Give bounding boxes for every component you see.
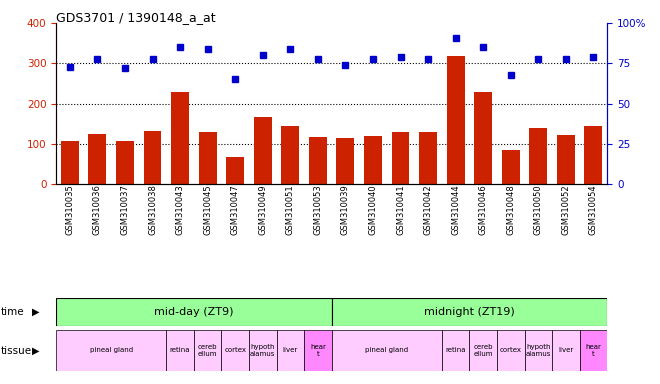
Bar bbox=[304, 330, 331, 371]
Bar bbox=[337, 138, 354, 184]
Text: midnight (ZT19): midnight (ZT19) bbox=[424, 307, 515, 317]
Text: hypoth
alamus: hypoth alamus bbox=[250, 344, 275, 357]
Text: GSM310035: GSM310035 bbox=[65, 184, 75, 235]
Text: GSM310037: GSM310037 bbox=[121, 184, 129, 235]
Text: GSM310053: GSM310053 bbox=[314, 184, 322, 235]
Text: liver: liver bbox=[558, 348, 574, 353]
Text: GSM310043: GSM310043 bbox=[176, 184, 185, 235]
Text: cortex: cortex bbox=[500, 348, 522, 353]
Text: GSM310038: GSM310038 bbox=[148, 184, 157, 235]
Bar bbox=[364, 136, 382, 184]
Text: GSM310049: GSM310049 bbox=[258, 184, 267, 235]
Bar bbox=[277, 330, 304, 371]
Bar bbox=[475, 93, 492, 184]
Bar bbox=[529, 128, 547, 184]
Bar bbox=[281, 126, 299, 184]
Bar bbox=[194, 330, 221, 371]
Bar bbox=[144, 131, 162, 184]
Bar bbox=[579, 330, 607, 371]
Bar bbox=[56, 330, 166, 371]
Text: cortex: cortex bbox=[224, 348, 246, 353]
Bar bbox=[391, 132, 409, 184]
Bar bbox=[552, 330, 579, 371]
Bar bbox=[469, 330, 497, 371]
Text: GSM310036: GSM310036 bbox=[93, 184, 102, 235]
Bar bbox=[61, 141, 79, 184]
Bar bbox=[525, 330, 552, 371]
Text: GSM310039: GSM310039 bbox=[341, 184, 350, 235]
Bar bbox=[166, 330, 194, 371]
Text: GSM310041: GSM310041 bbox=[396, 184, 405, 235]
Text: GSM310050: GSM310050 bbox=[534, 184, 543, 235]
Text: GSM310054: GSM310054 bbox=[589, 184, 598, 235]
Bar bbox=[56, 298, 331, 326]
Text: GSM310051: GSM310051 bbox=[286, 184, 295, 235]
Bar bbox=[442, 330, 469, 371]
Text: GSM310045: GSM310045 bbox=[203, 184, 212, 235]
Bar bbox=[497, 330, 525, 371]
Text: time: time bbox=[1, 307, 24, 317]
Bar bbox=[331, 330, 442, 371]
Bar bbox=[419, 132, 437, 184]
Bar bbox=[331, 298, 607, 326]
Bar bbox=[171, 92, 189, 184]
Text: GSM310046: GSM310046 bbox=[478, 184, 488, 235]
Bar bbox=[199, 132, 216, 184]
Bar bbox=[557, 135, 575, 184]
Bar bbox=[254, 117, 272, 184]
Text: hear
t: hear t bbox=[585, 344, 601, 357]
Text: GSM310042: GSM310042 bbox=[424, 184, 432, 235]
Text: retina: retina bbox=[170, 348, 190, 353]
Text: tissue: tissue bbox=[1, 346, 32, 356]
Text: ▶: ▶ bbox=[32, 346, 39, 356]
Bar bbox=[309, 137, 327, 184]
Text: hear
t: hear t bbox=[310, 344, 326, 357]
Text: GSM310040: GSM310040 bbox=[368, 184, 378, 235]
Text: GSM310048: GSM310048 bbox=[506, 184, 515, 235]
Text: GSM310052: GSM310052 bbox=[562, 184, 570, 235]
Text: GSM310047: GSM310047 bbox=[231, 184, 240, 235]
Bar bbox=[447, 56, 465, 184]
Bar bbox=[249, 330, 277, 371]
Text: mid-day (ZT9): mid-day (ZT9) bbox=[154, 307, 234, 317]
Bar bbox=[88, 134, 106, 184]
Bar bbox=[116, 141, 134, 184]
Text: pineal gland: pineal gland bbox=[90, 348, 133, 353]
Text: cereb
ellum: cereb ellum bbox=[198, 344, 217, 357]
Text: ▶: ▶ bbox=[32, 307, 39, 317]
Text: cereb
ellum: cereb ellum bbox=[473, 344, 493, 357]
Text: GSM310044: GSM310044 bbox=[451, 184, 460, 235]
Bar bbox=[502, 151, 519, 184]
Text: retina: retina bbox=[446, 348, 466, 353]
Bar bbox=[226, 157, 244, 184]
Text: GDS3701 / 1390148_a_at: GDS3701 / 1390148_a_at bbox=[56, 12, 216, 25]
Text: liver: liver bbox=[282, 348, 298, 353]
Bar bbox=[221, 330, 249, 371]
Bar bbox=[585, 126, 603, 184]
Text: pineal gland: pineal gland bbox=[365, 348, 409, 353]
Text: hypoth
alamus: hypoth alamus bbox=[525, 344, 551, 357]
